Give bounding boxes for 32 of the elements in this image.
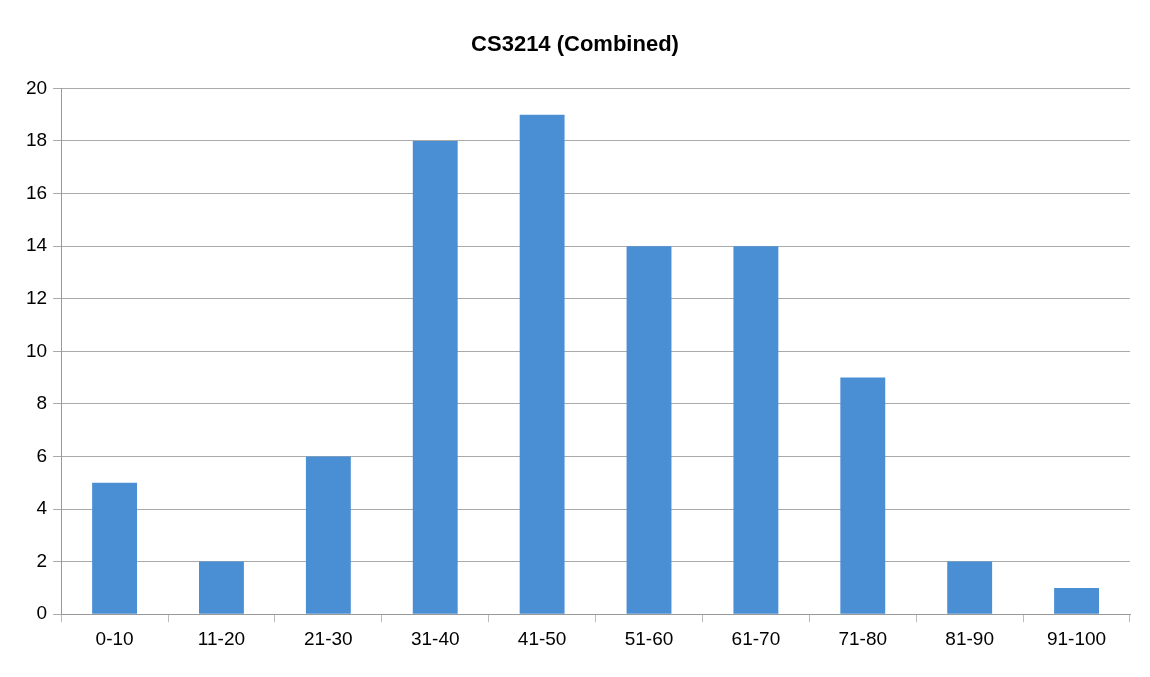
y-tick-label: 8	[36, 392, 48, 414]
y-tick-label: 10	[25, 339, 48, 361]
x-tick-label: 51-60	[624, 627, 674, 649]
bar	[412, 140, 458, 614]
y-tick-label: 0	[36, 602, 48, 624]
y-tick-label: 20	[25, 76, 48, 98]
bar	[1054, 587, 1099, 614]
bar	[626, 246, 672, 614]
y-tick-label: 16	[25, 181, 48, 203]
x-tick-label: 31-40	[410, 627, 460, 649]
x-tick-label: 71-80	[838, 627, 888, 649]
y-tick-label: 2	[36, 549, 48, 571]
bar	[92, 482, 138, 614]
x-tick-label: 0-10	[95, 627, 134, 649]
bar	[199, 561, 244, 614]
x-tick-label: 41-50	[517, 627, 567, 649]
bar	[947, 561, 993, 614]
bar	[840, 377, 886, 614]
bar	[733, 246, 779, 614]
x-tick-label: 81-90	[945, 627, 994, 649]
chart-title: CS3214 (Combined)	[471, 31, 679, 57]
x-tick-label: 91-100	[1046, 627, 1107, 649]
y-tick-label: 6	[36, 444, 48, 466]
y-tick-label: 12	[25, 286, 48, 308]
x-tick-label: 21-30	[304, 627, 353, 649]
bar	[305, 456, 351, 614]
x-tick-label: 11-20	[197, 627, 246, 649]
y-tick-label: 14	[25, 234, 48, 256]
bar	[519, 114, 565, 614]
y-tick-label: 18	[25, 129, 48, 151]
x-tick-label: 61-70	[731, 627, 781, 649]
y-tick-label: 4	[36, 497, 48, 519]
